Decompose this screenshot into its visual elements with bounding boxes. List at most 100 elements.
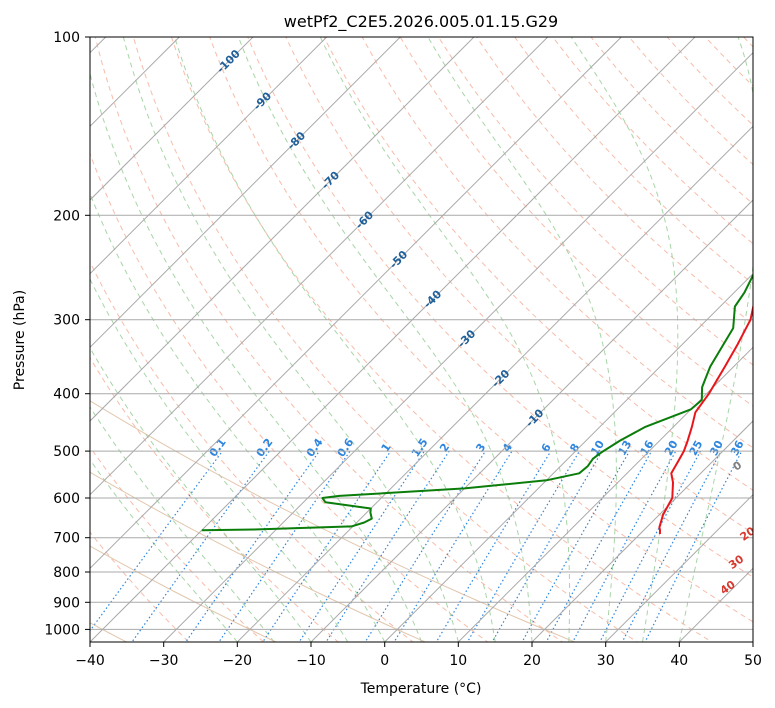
- dry-adiabat: [769, 24, 775, 654]
- mixing-ratio-line: [435, 450, 552, 642]
- moist-adiabat: [90, 406, 275, 642]
- dry-adiabat: [247, 37, 753, 578]
- mixing-ratio-label: 20: [662, 438, 681, 458]
- dry-adiabat: [514, 37, 753, 285]
- moist-adiabat: [570, 37, 679, 642]
- mixing-ratio-line: [621, 450, 722, 642]
- moist-adiabat: [90, 192, 386, 642]
- dry-adiabat: [475, 37, 753, 325]
- y-tick-label: 100: [53, 30, 80, 46]
- mixing-ratio-line: [262, 450, 392, 642]
- x-tick-label: 20: [523, 653, 541, 669]
- y-tick-label: 1000: [44, 622, 80, 638]
- dry-adiabat: [437, 37, 753, 366]
- plot-frame: [89, 36, 754, 643]
- dry-adiabat: [285, 37, 753, 534]
- y-tick-label: 600: [53, 491, 80, 507]
- moist-adiabat: [90, 71, 422, 642]
- mixing-ratio-line: [90, 450, 223, 632]
- dry-adiabat-label: 40: [718, 578, 738, 598]
- dry-adiabat: [399, 37, 753, 407]
- mixing-ratio-line: [466, 450, 580, 642]
- dry-adiabat: [323, 37, 753, 491]
- y-axis: 100 200 300 400 500 600 700 800 900 1000: [44, 30, 90, 638]
- isotherm: [90, 37, 401, 349]
- moist-adiabat: [678, 37, 753, 642]
- dry-adiabat: [590, 37, 753, 205]
- x-tick-label: 0: [380, 653, 389, 669]
- mixing-ratio-label: 2: [437, 441, 452, 455]
- y-tick-label: 400: [53, 387, 80, 403]
- mixing-ratio-label: 30: [707, 438, 726, 458]
- dry-adiabat-label: 20: [738, 524, 758, 544]
- dry-adiabat-label: 30: [726, 552, 746, 572]
- dry-adiabat: [666, 37, 753, 126]
- mixing-ratio-label: 3: [473, 441, 488, 454]
- isotherm: [90, 37, 328, 275]
- y-tick-label: 700: [53, 531, 80, 547]
- mixing-ratio-line: [644, 450, 743, 642]
- dry-adiabat-label: 0: [731, 458, 745, 473]
- y-tick-label: 800: [53, 565, 80, 581]
- x-tick-label: −30: [149, 653, 179, 669]
- mixing-ratio-line: [131, 450, 270, 642]
- x-axis-title: Temperature (°C): [360, 681, 482, 697]
- mixing-ratio-label: 6: [539, 441, 554, 455]
- moist-adiabat: [90, 458, 238, 642]
- y-axis-title: Pressure (hPa): [12, 290, 28, 390]
- x-tick-label: −40: [75, 653, 105, 669]
- isotherm: [384, 272, 753, 642]
- dry-adiabat: [90, 446, 265, 642]
- moist-adiabat: [427, 37, 617, 642]
- reference-curve: [90, 400, 576, 642]
- mixing-ratio-label: 0.6: [335, 436, 357, 460]
- mixing-ratio-line: [218, 450, 351, 642]
- dry-adiabat: [90, 356, 340, 642]
- dewpoint-profile: [201, 273, 753, 532]
- dry-adiabat: [132, 37, 638, 642]
- dry-adiabat: [90, 260, 414, 642]
- plot-area: 0.1 0.2 0.4 0.6 1 1.5 2 3 4 6 8 10 13 16 20 25 30 36-100-…: [90, 24, 775, 654]
- isotherm: [531, 420, 753, 642]
- mixing-ratio-label: 4: [500, 441, 515, 455]
- dry-adiabat-label: 10: [752, 492, 772, 512]
- mixing-ratio-line: [325, 450, 450, 642]
- isotherm: [457, 346, 753, 642]
- mixing-ratio-label: 16: [638, 438, 657, 458]
- dry-adiabat: [209, 37, 753, 623]
- temperature-profile: [658, 302, 753, 535]
- isotherm: [90, 37, 622, 570]
- dry-adiabat: [361, 37, 753, 449]
- chart-title: wetPf2_C2E5.2026.005.01.15.G29: [284, 12, 558, 32]
- isotherm: [90, 37, 696, 642]
- moist-adiabat: [319, 37, 571, 642]
- x-tick-label: −10: [296, 653, 326, 669]
- mixing-ratio-line: [491, 450, 603, 642]
- isotherm: [310, 199, 753, 642]
- x-tick-label: 30: [597, 653, 615, 669]
- moist-adiabat: [122, 37, 459, 642]
- x-tick-label: 40: [670, 653, 688, 669]
- y-tick-label: 500: [53, 444, 80, 460]
- x-tick-label: 50: [744, 653, 762, 669]
- mixing-ratio-label: 0.4: [304, 436, 326, 460]
- dry-adiabat: [170, 37, 713, 642]
- isotherm: [90, 37, 549, 496]
- mixing-ratio-line: [184, 450, 320, 642]
- dry-adiabat: [90, 152, 489, 642]
- isotherm: [90, 37, 254, 201]
- moist-adiabat: [90, 346, 312, 642]
- mixing-ratio-line: [545, 450, 653, 642]
- mixing-ratio-label: 8: [567, 441, 582, 454]
- reference-curve: [90, 471, 427, 642]
- y-tick-label: 200: [53, 208, 80, 224]
- x-tick-label: 10: [449, 653, 467, 669]
- isotherm: [90, 37, 475, 422]
- isotherm: [605, 493, 753, 642]
- dry-adiabat: [94, 37, 564, 642]
- isotherm: [163, 51, 753, 642]
- mixing-ratio-label: 25: [687, 438, 706, 458]
- mixing-ratio-label: 36: [728, 438, 747, 458]
- mixing-ratio-label: 0.2: [254, 436, 276, 459]
